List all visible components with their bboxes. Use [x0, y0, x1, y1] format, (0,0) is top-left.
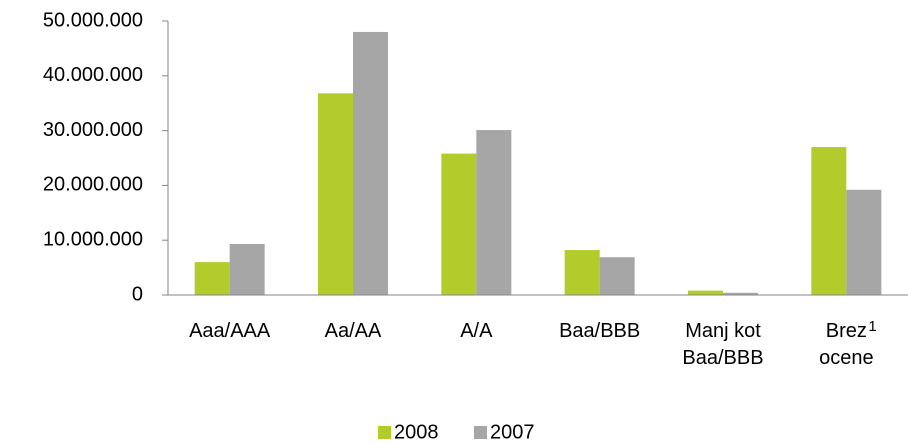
footnote-marker: 1: [868, 318, 877, 335]
x-tick-label: Aa/AA: [324, 320, 382, 342]
legend-swatch: [378, 426, 391, 439]
y-tick-label: 0: [132, 283, 143, 305]
bar: [194, 262, 230, 295]
legend-label: 2007: [490, 421, 535, 443]
bar: [229, 244, 265, 295]
bar: [688, 290, 723, 295]
y-tick-label: 40.000.000: [43, 64, 143, 86]
x-tick-label: Baa/BBB: [559, 320, 641, 342]
y-tick-label: 30.000.000: [43, 119, 143, 141]
bar: [353, 31, 388, 296]
legend-swatch: [474, 426, 487, 439]
bar: [723, 292, 758, 295]
x-tick-label: Brez ocene: [819, 320, 874, 369]
bar: [318, 93, 353, 295]
x-tick-label: A/A: [460, 320, 493, 342]
bar: [599, 257, 635, 295]
bar: [846, 189, 882, 295]
bar: [564, 250, 600, 295]
bar: [811, 147, 847, 295]
y-tick-label: 50.000.000: [43, 9, 143, 31]
y-tick-label: 20.000.000: [43, 174, 143, 196]
x-tick-label: Manj kot Baa/BBB: [682, 320, 764, 369]
y-tick-label: 10.000.000: [43, 228, 143, 250]
legend-label: 2008: [394, 421, 439, 443]
bar: [476, 130, 512, 295]
x-tick-label: Aaa/AAA: [189, 320, 271, 342]
bar: [441, 153, 477, 295]
